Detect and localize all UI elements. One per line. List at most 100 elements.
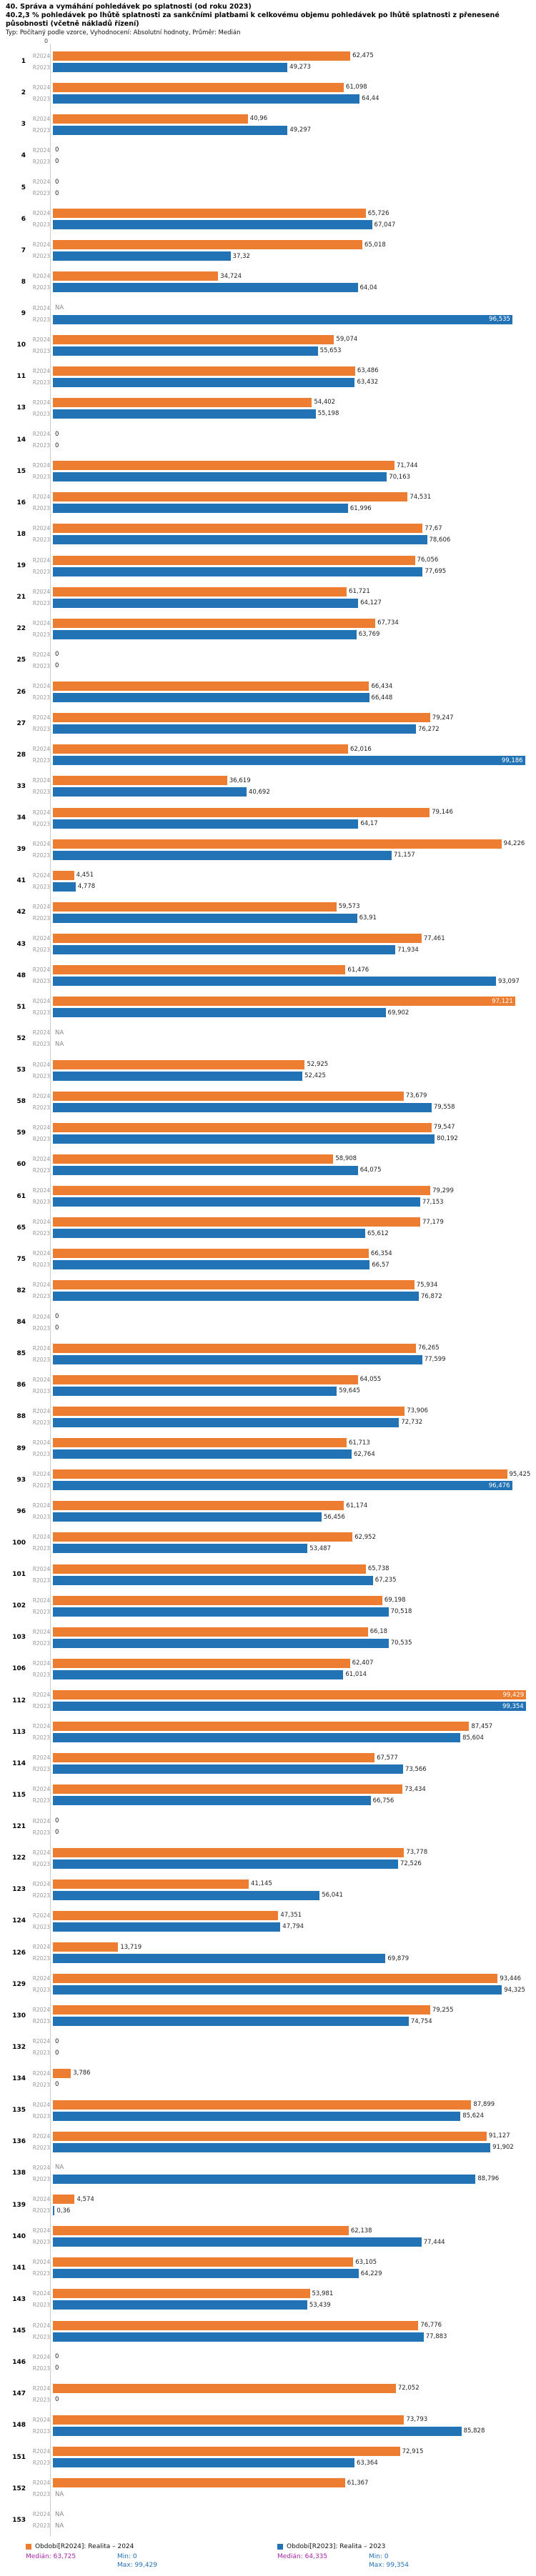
bar-r2023 [53,819,359,829]
series-label: R2023 [32,1041,50,1048]
bar-track: 0 [53,146,529,154]
bar-line-r2024: R2024 0 [26,2352,529,2362]
value-label: NA [55,2164,64,2172]
row-id: 148 [12,2422,26,2430]
series-label: R2024 [32,431,50,438]
bar-track: 73,778 [53,1847,529,1857]
series-label: R2023 [32,1387,50,1394]
bar-line-r2023: R2023 77,695 [26,566,529,577]
value-label: 97,121 [492,997,513,1005]
bar-pair: R2024 52,925 R2023 52,425 [26,1059,529,1082]
value-label: NA [55,2510,64,2518]
bar-row: 130 R2024 79,255 R2023 74,754 [4,2000,529,2032]
bar-line-r2024: R2024 62,952 [26,1532,529,1542]
row-id: 138 [12,2170,26,2177]
bar-r2024 [53,1501,344,1511]
row-id: 60 [16,1161,26,1169]
bar-track: 72,526 [53,1859,529,1869]
bar-pair: R2024 61,098 R2023 64,44 [26,82,529,104]
series-label: R2024 [32,1250,50,1257]
legend-label-2023: Období[R2023]: Realita – 2023 [287,2543,386,2550]
bar-track: 66,756 [53,1796,529,1806]
axis-origin-label: 0 [44,38,49,44]
value-label: 63,769 [358,631,380,639]
bar-pair: R2024 72,052 R2023 0 [26,2383,529,2405]
bar-line-r2024: R2024 64,055 [26,1374,529,1385]
bar-track: 62,475 [53,51,529,61]
bar-line-r2023: R2023 64,17 [26,819,529,829]
row-id: 5 [21,184,26,191]
bar-r2024 [53,870,74,880]
series-label: R2023 [32,1577,50,1584]
bar-row: 129 R2024 93,446 R2023 94,325 [4,1969,529,2000]
value-label: 96,476 [488,1482,510,1489]
bar-track: 61,713 [53,1438,529,1448]
bar-r2023 [53,1386,337,1396]
row-id: 16 [16,499,26,506]
bar-track: NA [53,304,529,311]
bar-track: 52,925 [53,1059,529,1069]
series-label: R2024 [32,2290,50,2297]
series-label: R2023 [32,978,50,985]
bar-row: 138 R2024 NA R2023 88,796 [4,2157,529,2189]
series-label: R2023 [32,158,50,165]
bar-line-r2024: R2024 75,934 [26,1279,529,1290]
bar-r2024 [53,1532,353,1542]
legend: Období[R2024]: Realita – 2024 Medián: 63… [0,2537,536,2576]
series-label: R2023 [32,347,50,354]
legend-stats-2023: Medián: 64,335 Min: 0 Max: 99,354 [277,2553,529,2569]
bar-track: 72,732 [53,1417,529,1427]
bar-track: 99,354 [53,1702,529,1712]
series-label: R2023 [32,2460,50,2467]
value-label: 61,713 [349,1439,370,1447]
bar-r2024 [53,1217,420,1227]
bar-line-r2024: R2024 61,713 [26,1437,529,1448]
bar-line-r2023: R2023 72,526 [26,1859,529,1869]
bar-track: 77,883 [53,2332,529,2342]
bar-track: 66,354 [53,1249,529,1259]
bar-pair: R2024 59,573 R2023 63,91 [26,902,529,924]
value-label: 85,828 [463,2427,485,2435]
series-label: R2024 [32,746,50,753]
bar-track: 64,055 [53,1374,529,1384]
bar-r2024 [53,1122,432,1132]
bar-track: 80,192 [53,1134,529,1144]
bar-r2024 [53,744,349,754]
bar-track: 91,127 [53,2131,529,2141]
bar-row: 18 R2024 77,67 R2023 78,606 [4,519,529,550]
bar-r2024 [53,1658,350,1668]
bar-track: 63,486 [53,366,529,376]
bar-line-r2023: R2023 85,828 [26,2426,529,2437]
bar-line-r2024: R2024 0 [26,429,529,439]
bar-track: 77,179 [53,1217,529,1227]
bar-line-r2024: R2024 34,724 [26,271,529,281]
legend-title-2023: Období[R2023]: Realita – 2023 [277,2543,529,2550]
bar-track: 61,476 [53,965,529,975]
bar-line-r2024: R2024 66,18 [26,1627,529,1637]
bar-track: 58,908 [53,1154,529,1164]
value-label: 36,619 [229,777,251,784]
value-label: 62,764 [354,1450,375,1458]
series-label: R2023 [32,2050,50,2057]
row-id: 124 [12,1917,26,1925]
bar-track: 64,44 [53,94,529,104]
bar-r2024: 97,121 [53,997,515,1007]
bar-track: 0 [53,662,529,669]
bar-line-r2024: R2024 62,138 [26,2225,529,2236]
bar-row: 134 R2024 3,786 R2023 0 [4,2063,529,2095]
bar-track: 76,272 [53,724,529,734]
bar-track: 73,679 [53,1091,529,1101]
bar-r2023 [53,2426,462,2436]
row-id: 103 [12,1634,26,1642]
bar-line-r2023: R2023 78,606 [26,534,529,545]
row-id: 146 [12,2359,26,2367]
bar-r2023 [53,2332,424,2342]
bar-r2024 [53,1627,368,1637]
row-id: 140 [12,2232,26,2240]
bar-track: 61,174 [53,1501,529,1511]
value-label: 54,402 [314,399,336,406]
series-label: R2024 [32,1628,50,1635]
bar-r2023 [53,724,416,734]
value-label: 52,925 [307,1061,329,1069]
value-label: 77,461 [423,934,445,942]
